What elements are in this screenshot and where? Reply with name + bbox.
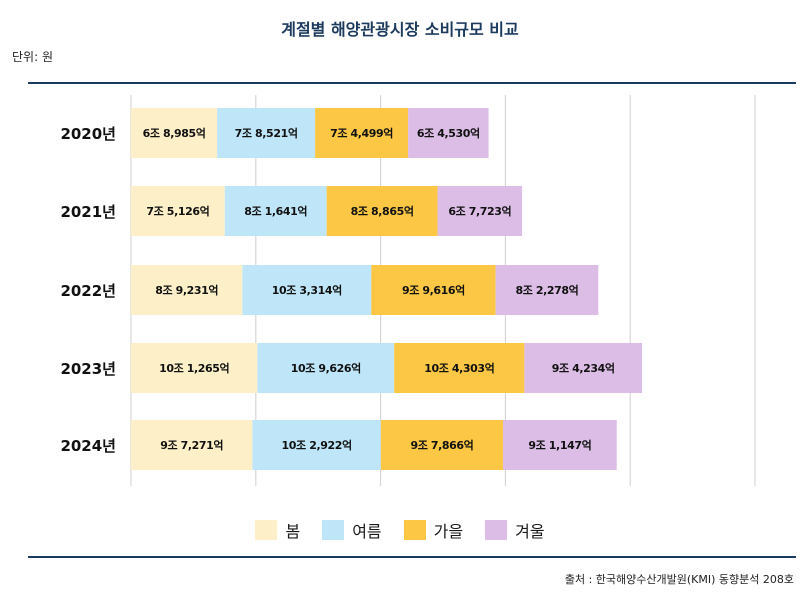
data-label: 7조 5,126억 bbox=[146, 205, 209, 218]
data-label: 7조 4,499억 bbox=[330, 127, 393, 140]
y-tick-label: 2024년 bbox=[60, 437, 116, 455]
bar-segment bbox=[502, 420, 617, 470]
bar-segment bbox=[131, 343, 258, 393]
source-note: 출처 : 한국해양수산개발원(KMI) 동향분석 208호 bbox=[564, 573, 794, 586]
legend-swatch bbox=[322, 520, 345, 540]
data-label: 9조 4,234억 bbox=[552, 362, 615, 375]
data-label: 9조 1,147억 bbox=[528, 439, 591, 452]
top-divider bbox=[28, 82, 796, 84]
legend-label: 봄 bbox=[285, 522, 301, 541]
data-label: 8조 8,865억 bbox=[351, 205, 414, 218]
bar-segment bbox=[224, 186, 327, 236]
bottom-divider bbox=[28, 556, 796, 558]
y-tick-label: 2022년 bbox=[60, 282, 116, 300]
bar-segment bbox=[252, 420, 381, 470]
data-label: 8조 1,641억 bbox=[244, 205, 307, 218]
data-label: 6조 7,723억 bbox=[448, 205, 511, 218]
y-tick-label: 2023년 bbox=[60, 360, 116, 378]
bar-segment bbox=[131, 186, 225, 236]
data-label: 10조 3,314억 bbox=[272, 284, 342, 297]
legend: 봄 여름 가을 겨울 bbox=[0, 518, 800, 542]
bar-segment bbox=[371, 265, 496, 315]
legend-swatch bbox=[485, 520, 508, 540]
bar-segment bbox=[524, 343, 642, 393]
bar-segment bbox=[495, 265, 599, 315]
bar-segment bbox=[315, 108, 409, 158]
data-label: 9조 7,271억 bbox=[160, 439, 223, 452]
legend-swatch bbox=[255, 520, 278, 540]
legend-item: 가을 bbox=[403, 518, 464, 542]
chart-title: 계절별 해양관광시장 소비규모 비교 bbox=[281, 20, 519, 39]
data-label: 10조 1,265억 bbox=[159, 362, 229, 375]
bar-segment bbox=[380, 420, 503, 470]
legend-item: 겨울 bbox=[485, 518, 545, 542]
bar-segment bbox=[437, 186, 523, 236]
bar-segment bbox=[408, 108, 489, 158]
data-label: 10조 4,303억 bbox=[424, 362, 494, 375]
bar-segment bbox=[131, 108, 218, 158]
bar-segment bbox=[257, 343, 395, 393]
legend-label: 여름 bbox=[352, 522, 382, 541]
y-tick-label: 2021년 bbox=[60, 203, 116, 221]
bar-segment bbox=[394, 343, 525, 393]
bar-segment bbox=[131, 420, 253, 470]
data-label: 10조 2,922억 bbox=[282, 439, 352, 452]
data-label: 10조 9,626억 bbox=[291, 362, 361, 375]
bar-segment bbox=[217, 108, 316, 158]
data-label: 6조 4,530억 bbox=[417, 127, 480, 140]
bar-segment bbox=[242, 265, 372, 315]
legend-swatch bbox=[403, 520, 426, 540]
legend-label: 겨울 bbox=[515, 522, 545, 541]
unit-label: 단위: 원 bbox=[12, 50, 53, 64]
data-label: 8조 2,278억 bbox=[515, 284, 578, 297]
data-label: 9조 9,616억 bbox=[402, 284, 465, 297]
legend-label: 가을 bbox=[433, 522, 464, 541]
bar-segment bbox=[326, 186, 438, 236]
data-label: 7조 8,521억 bbox=[235, 127, 298, 140]
data-label: 8조 9,231억 bbox=[155, 284, 218, 297]
bar-segment bbox=[131, 265, 243, 315]
y-tick-label: 2020년 bbox=[60, 125, 116, 143]
legend-item: 봄 bbox=[255, 518, 300, 542]
data-label: 6조 8,985억 bbox=[143, 127, 206, 140]
data-label: 9조 7,866억 bbox=[410, 439, 473, 452]
legend-item: 여름 bbox=[322, 518, 382, 542]
